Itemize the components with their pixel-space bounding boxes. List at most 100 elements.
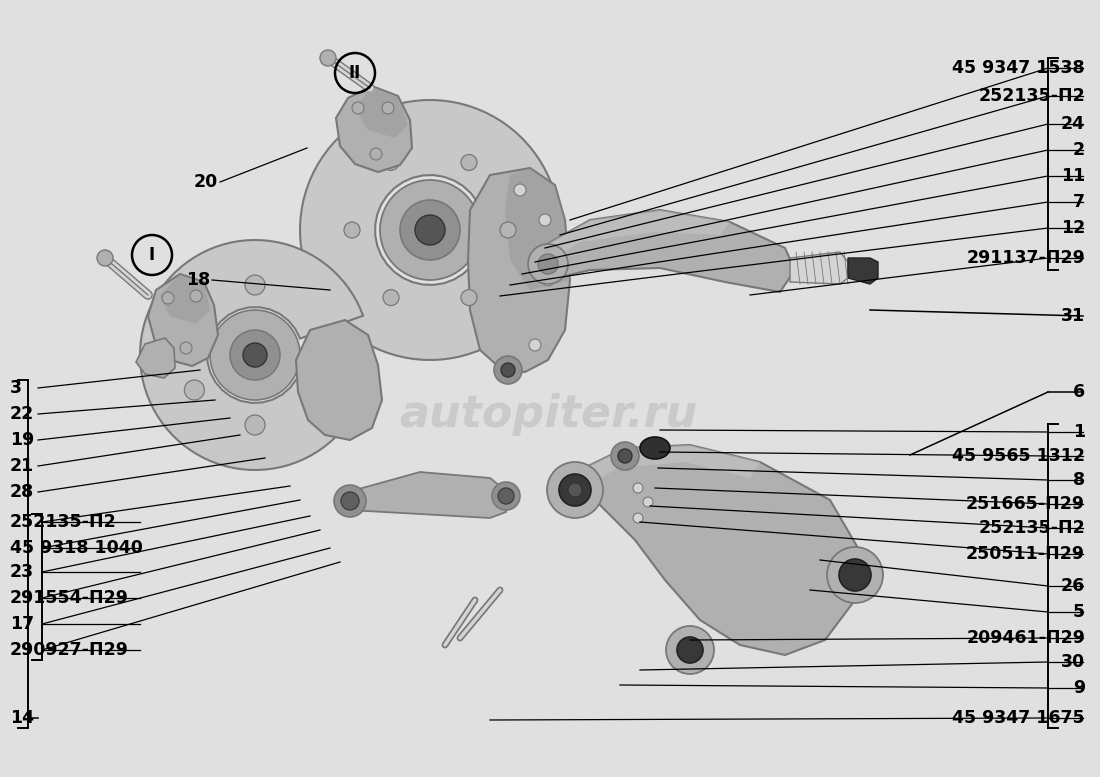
Polygon shape [790, 252, 848, 284]
Text: I: I [148, 246, 155, 264]
Text: 12: 12 [1060, 219, 1085, 237]
Circle shape [542, 274, 554, 286]
Circle shape [559, 474, 591, 506]
Circle shape [529, 339, 541, 351]
Circle shape [461, 155, 477, 170]
Polygon shape [468, 168, 570, 372]
Text: 11: 11 [1060, 167, 1085, 185]
Circle shape [320, 50, 336, 66]
Text: 45 9565 1312: 45 9565 1312 [952, 447, 1085, 465]
Text: 209461-П29: 209461-П29 [966, 629, 1085, 647]
Circle shape [461, 290, 477, 305]
Text: 7: 7 [1072, 193, 1085, 211]
Text: 291137-П29: 291137-П29 [966, 249, 1085, 267]
Text: 1: 1 [1072, 423, 1085, 441]
Text: 3: 3 [10, 379, 22, 397]
Text: 290927-П29: 290927-П29 [10, 641, 129, 659]
Text: 30: 30 [1060, 653, 1085, 671]
Circle shape [334, 485, 366, 517]
Circle shape [539, 214, 551, 226]
Text: 9: 9 [1072, 679, 1085, 697]
Polygon shape [540, 210, 795, 292]
Circle shape [500, 222, 516, 238]
Text: 22: 22 [10, 405, 34, 423]
Circle shape [568, 483, 582, 497]
Text: 250511-П29: 250511-П29 [966, 545, 1085, 563]
Circle shape [180, 342, 192, 354]
Circle shape [618, 449, 632, 463]
Text: 6: 6 [1072, 383, 1085, 401]
Text: 26: 26 [1060, 577, 1085, 595]
Polygon shape [580, 445, 760, 490]
Polygon shape [355, 86, 408, 138]
Circle shape [383, 155, 399, 170]
Text: 252135-П2: 252135-П2 [978, 519, 1085, 537]
Circle shape [644, 497, 653, 507]
Polygon shape [848, 258, 878, 284]
Circle shape [243, 343, 267, 367]
Text: 28: 28 [10, 483, 34, 501]
Circle shape [498, 488, 514, 504]
Text: 45 9347 1538: 45 9347 1538 [953, 59, 1085, 77]
Text: 45 9347 1675: 45 9347 1675 [953, 709, 1085, 727]
Circle shape [383, 290, 399, 305]
Circle shape [382, 102, 394, 114]
Circle shape [514, 184, 526, 196]
Circle shape [676, 637, 703, 663]
Circle shape [352, 102, 364, 114]
Circle shape [379, 180, 480, 280]
Circle shape [210, 310, 300, 400]
Text: 252135-П2: 252135-П2 [10, 513, 117, 531]
Circle shape [632, 513, 644, 523]
Circle shape [666, 626, 714, 674]
Circle shape [185, 380, 205, 400]
Polygon shape [505, 168, 570, 290]
Circle shape [610, 442, 639, 470]
Circle shape [632, 483, 644, 493]
Polygon shape [140, 240, 363, 470]
Circle shape [547, 462, 603, 518]
Polygon shape [148, 274, 218, 366]
Text: 24: 24 [1060, 115, 1085, 133]
Circle shape [494, 356, 522, 384]
Circle shape [341, 492, 359, 510]
Circle shape [245, 275, 265, 295]
Circle shape [528, 244, 568, 284]
Circle shape [185, 310, 205, 330]
Polygon shape [300, 100, 552, 360]
Text: II: II [349, 64, 361, 82]
Text: 2: 2 [1072, 141, 1085, 159]
Ellipse shape [640, 437, 670, 459]
Circle shape [97, 250, 113, 266]
Polygon shape [572, 445, 858, 655]
Polygon shape [540, 210, 730, 262]
Polygon shape [160, 274, 210, 324]
Polygon shape [348, 472, 510, 518]
Circle shape [245, 415, 265, 435]
Text: 252135-П2: 252135-П2 [978, 87, 1085, 105]
Polygon shape [336, 86, 412, 172]
Circle shape [538, 254, 558, 274]
Polygon shape [136, 338, 175, 378]
Text: 8: 8 [1072, 471, 1085, 489]
Text: 19: 19 [10, 431, 34, 449]
Circle shape [370, 148, 382, 160]
Circle shape [827, 547, 883, 603]
Text: 18: 18 [186, 271, 210, 289]
Text: 17: 17 [10, 615, 34, 633]
Circle shape [415, 215, 446, 245]
Text: 45 9318 1040: 45 9318 1040 [10, 539, 143, 557]
Circle shape [400, 200, 460, 260]
Circle shape [230, 330, 280, 380]
Text: 251665-П29: 251665-П29 [966, 495, 1085, 513]
Circle shape [492, 482, 520, 510]
Circle shape [190, 290, 202, 302]
Text: 21: 21 [10, 457, 34, 475]
Circle shape [162, 292, 174, 304]
Circle shape [839, 559, 871, 591]
Text: 23: 23 [10, 563, 34, 581]
Circle shape [344, 222, 360, 238]
Text: 5: 5 [1072, 603, 1085, 621]
Circle shape [500, 363, 515, 377]
Text: autopiter.ru: autopiter.ru [399, 393, 697, 437]
